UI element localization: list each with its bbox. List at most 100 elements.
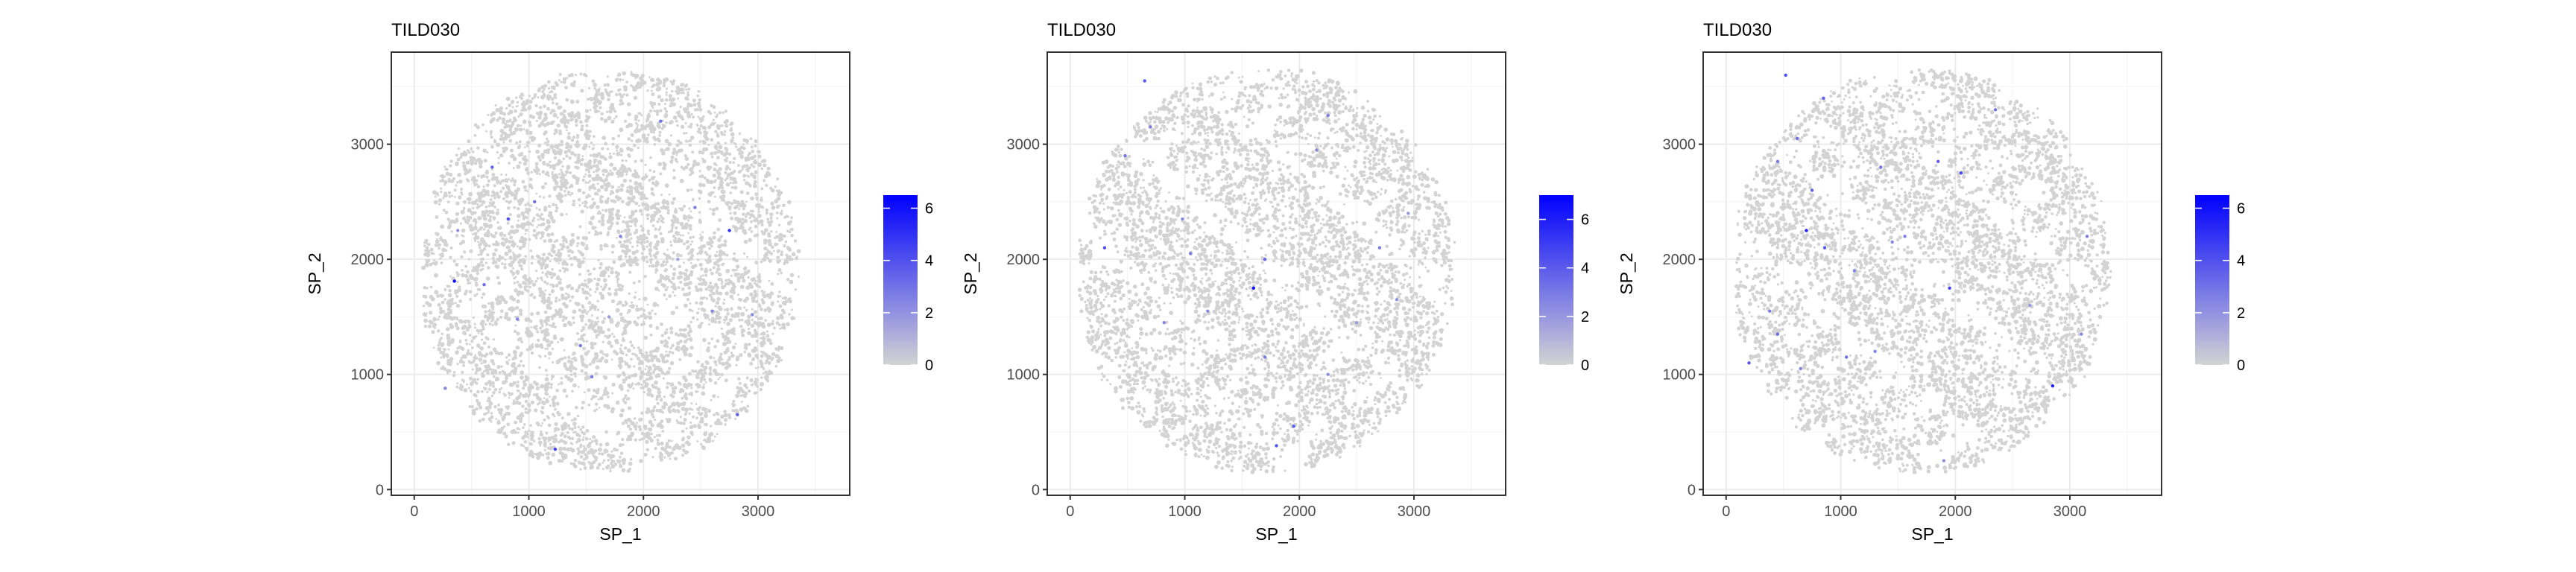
background-point xyxy=(628,241,632,244)
background-point xyxy=(474,393,478,398)
background-point xyxy=(715,320,717,323)
background-point xyxy=(732,257,736,261)
background-point xyxy=(699,377,704,381)
background-point xyxy=(501,262,504,266)
background-point xyxy=(450,230,453,233)
background-point xyxy=(700,235,704,240)
background-point xyxy=(743,350,746,354)
background-point xyxy=(621,159,624,162)
background-point xyxy=(610,358,613,361)
background-point xyxy=(624,360,626,363)
background-point xyxy=(701,278,706,282)
background-point xyxy=(665,350,668,353)
background-point xyxy=(768,224,771,227)
background-point xyxy=(547,351,552,356)
background-point xyxy=(559,199,564,203)
background-point xyxy=(699,442,703,446)
background-point xyxy=(730,274,733,277)
background-point xyxy=(665,298,668,301)
background-point xyxy=(617,134,621,138)
background-point xyxy=(549,144,554,149)
background-point xyxy=(721,263,724,267)
background-point xyxy=(622,371,625,375)
background-point xyxy=(593,389,596,393)
background-point xyxy=(639,308,642,311)
background-point xyxy=(513,183,517,187)
background-point xyxy=(438,247,441,250)
background-point xyxy=(492,384,495,388)
background-point xyxy=(508,190,513,195)
background-point xyxy=(691,264,695,270)
background-point xyxy=(562,446,566,451)
background-point xyxy=(630,344,634,348)
background-point xyxy=(724,418,727,422)
background-point xyxy=(647,377,651,381)
background-point xyxy=(610,270,614,275)
background-point xyxy=(594,458,598,462)
background-point xyxy=(719,278,723,282)
background-point xyxy=(433,326,437,329)
background-point xyxy=(652,101,657,106)
background-point xyxy=(440,190,443,194)
background-point xyxy=(521,179,525,184)
background-point xyxy=(528,95,531,98)
background-point xyxy=(549,283,552,286)
background-point xyxy=(540,385,543,389)
background-point xyxy=(441,365,445,368)
background-point xyxy=(693,108,697,112)
background-point xyxy=(525,132,529,135)
background-point xyxy=(508,396,511,399)
background-point xyxy=(723,133,727,136)
background-point xyxy=(672,395,675,398)
background-point xyxy=(548,204,552,208)
background-point xyxy=(561,267,564,270)
background-point xyxy=(510,392,514,395)
background-point xyxy=(537,440,543,445)
background-point xyxy=(587,168,590,171)
background-point xyxy=(585,340,588,343)
background-point xyxy=(629,169,632,172)
background-point xyxy=(797,275,800,279)
background-point xyxy=(628,263,632,267)
background-point xyxy=(713,144,719,150)
background-point xyxy=(588,188,591,191)
background-point xyxy=(647,133,650,136)
background-point xyxy=(622,461,626,465)
background-point xyxy=(769,220,774,223)
background-point xyxy=(608,152,612,155)
background-point xyxy=(437,244,441,247)
background-point xyxy=(580,329,584,333)
background-point xyxy=(515,384,520,388)
background-point xyxy=(610,460,613,463)
background-point xyxy=(559,278,562,281)
background-point xyxy=(572,417,577,422)
background-point xyxy=(594,226,597,229)
background-point xyxy=(660,322,663,326)
background-point xyxy=(777,349,780,352)
background-point xyxy=(427,302,432,308)
background-point xyxy=(719,352,723,356)
background-point xyxy=(685,282,689,287)
background-point xyxy=(679,421,683,425)
background-point xyxy=(665,93,668,96)
background-point xyxy=(486,390,489,394)
background-point xyxy=(594,439,599,443)
background-point xyxy=(679,254,683,258)
background-point xyxy=(452,259,456,263)
background-point xyxy=(607,395,610,398)
background-point xyxy=(748,282,752,287)
background-point xyxy=(740,401,743,403)
background-point xyxy=(617,287,622,292)
background-point xyxy=(429,294,434,299)
background-point xyxy=(480,203,483,207)
background-point xyxy=(670,439,673,442)
background-point xyxy=(690,394,693,397)
background-point xyxy=(632,211,635,214)
background-point xyxy=(724,366,729,370)
background-point xyxy=(476,157,482,162)
background-point xyxy=(668,94,673,98)
background-point xyxy=(652,131,656,134)
background-point xyxy=(529,250,533,252)
background-point xyxy=(698,250,703,255)
background-point xyxy=(715,289,719,293)
